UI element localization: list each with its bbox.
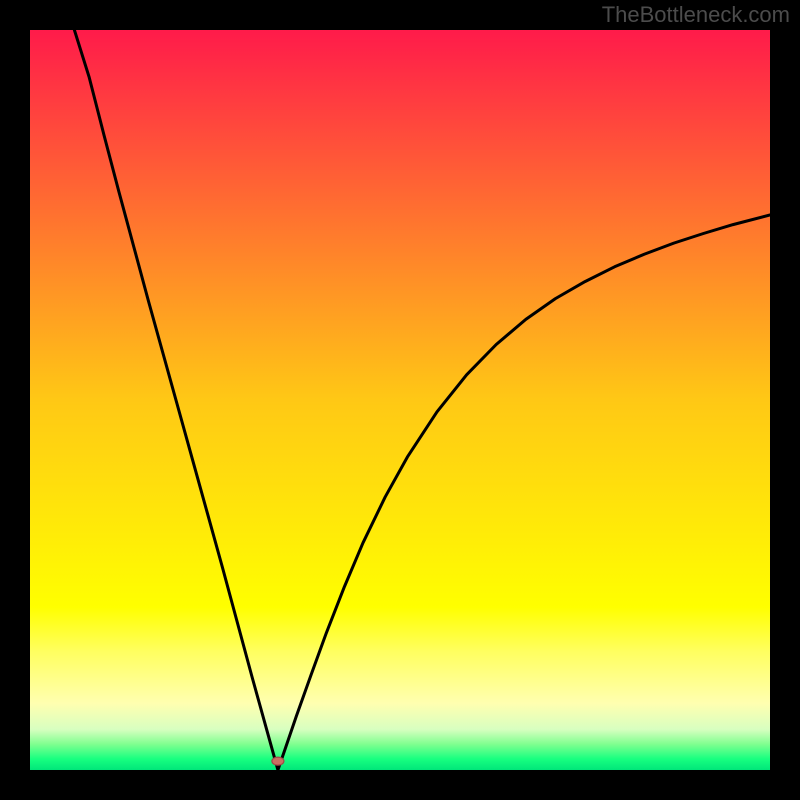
plot-background	[30, 30, 770, 770]
plot-svg	[30, 30, 770, 770]
watermark-text: TheBottleneck.com	[602, 2, 790, 28]
plot-area	[30, 30, 770, 770]
optimum-marker	[272, 757, 284, 765]
